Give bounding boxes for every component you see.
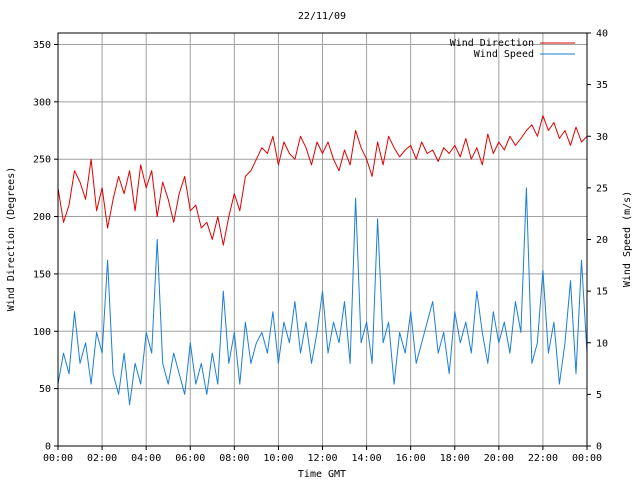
x-tick-label: 16:00 — [396, 453, 426, 464]
x-tick-label: 22:00 — [528, 453, 558, 464]
y-left-tick-label: 300 — [33, 97, 51, 108]
y-right-tick-label: 40 — [596, 29, 608, 40]
grid — [58, 33, 587, 446]
y-right-tick-label: 25 — [596, 183, 608, 194]
legend-label-wind-speed: Wind Speed — [474, 49, 534, 60]
chart-title: 22/11/09 — [298, 11, 346, 22]
y-axis-right-label: Wind Speed (m/s) — [622, 191, 633, 287]
ticks: 00:00 02:00 04:00 06:00 08:00 10:00 12:00 14:00… — [33, 29, 608, 465]
legend: Wind Direction Wind Speed — [450, 38, 575, 60]
x-tick-label: 20:00 — [484, 453, 514, 464]
x-tick-label: 06:00 — [175, 453, 205, 464]
series-line-wind-speed — [57, 187, 588, 406]
x-tick-label: 08:00 — [219, 453, 249, 464]
series-line-wind-direction — [57, 115, 588, 246]
x-tick-label: 02:00 — [87, 453, 117, 464]
y-right-tick-label: 0 — [596, 442, 602, 453]
y-left-tick-label: 100 — [33, 327, 51, 338]
y-right-tick-label: 10 — [596, 338, 608, 349]
y-left-tick-label: 200 — [33, 212, 51, 223]
y-left-tick-label: 0 — [45, 442, 51, 453]
y-left-tick-label: 250 — [33, 155, 51, 166]
y-left-tick-label: 50 — [39, 384, 51, 395]
y-left-tick-label: 150 — [33, 269, 51, 280]
y-right-tick-label: 20 — [596, 235, 608, 246]
y-left-tick-label: 350 — [33, 40, 51, 51]
x-tick-label: 12:00 — [307, 453, 337, 464]
x-tick-label: 10:00 — [263, 453, 293, 464]
x-tick-label: 04:00 — [131, 453, 161, 464]
x-tick-label: 00:00 — [572, 453, 602, 464]
y-right-tick-label: 35 — [596, 80, 608, 91]
series-layer — [57, 115, 588, 406]
y-right-tick-label: 15 — [596, 287, 608, 298]
x-tick-label: 14:00 — [352, 453, 382, 464]
y-right-tick-label: 5 — [596, 390, 602, 401]
legend-label-wind-direction: Wind Direction — [450, 38, 534, 49]
y-axis-left-label: Wind Direction (Degrees) — [6, 167, 17, 312]
x-tick-label: 18:00 — [440, 453, 470, 464]
y-right-tick-label: 30 — [596, 132, 608, 143]
x-axis-label: Time GMT — [298, 469, 346, 480]
x-tick-label: 00:00 — [43, 453, 73, 464]
